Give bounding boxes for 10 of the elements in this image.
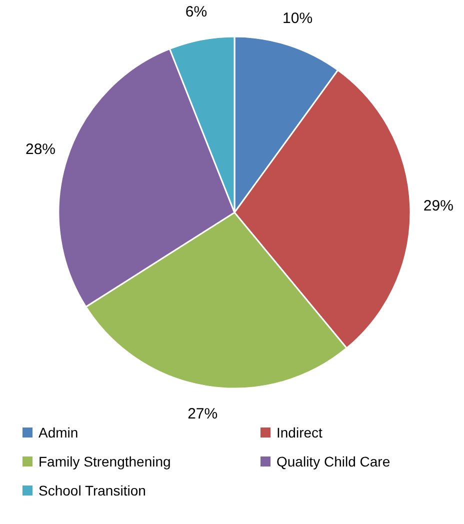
legend-label: School Transition bbox=[38, 482, 146, 498]
legend-label: Indirect bbox=[276, 424, 323, 440]
legend-label: Quality Child Care bbox=[276, 454, 390, 470]
legend-label: Family Strengthening bbox=[38, 454, 171, 470]
data-label: 27% bbox=[188, 405, 218, 422]
data-label: 10% bbox=[282, 10, 313, 27]
data-label: 6% bbox=[185, 4, 208, 21]
data-label: 29% bbox=[423, 198, 454, 215]
legend-label: Admin bbox=[38, 424, 78, 440]
data-label: 28% bbox=[25, 140, 56, 158]
